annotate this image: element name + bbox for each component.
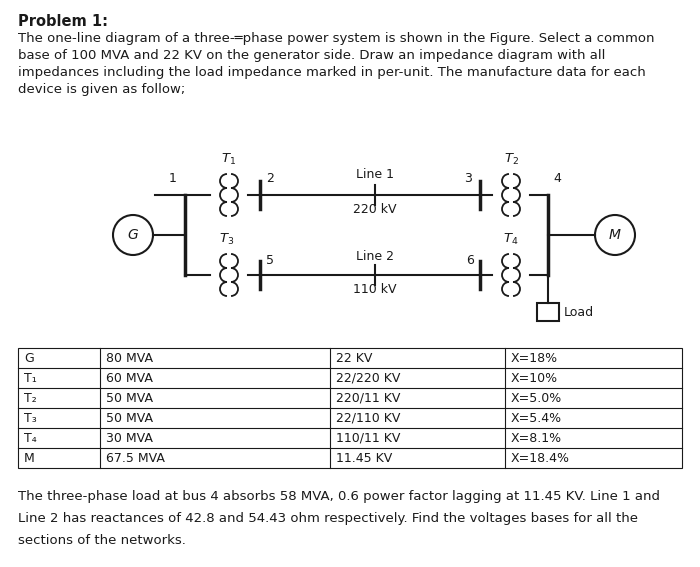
Text: 22/220 KV: 22/220 KV [336,371,400,384]
Text: 3: 3 [464,172,472,185]
Text: The three-phase load at bus 4 absorbs 58 MVA, 0.6 power factor lagging at 11.45 : The three-phase load at bus 4 absorbs 58… [18,490,660,503]
Text: Line 2 has reactances of 42.8 and 54.43 ohm respectively. Find the voltages base: Line 2 has reactances of 42.8 and 54.43 … [18,512,638,525]
Text: Load: Load [564,306,594,319]
Text: 220 kV: 220 kV [354,203,397,216]
Text: Line 1: Line 1 [356,168,394,181]
Text: X=10%: X=10% [511,371,558,384]
Text: $T_4$: $T_4$ [503,232,519,247]
Text: sections of the networks.: sections of the networks. [18,534,186,547]
Text: 22 KV: 22 KV [336,352,372,365]
Bar [537,303,559,321]
Text: X=8.1%: X=8.1% [511,431,562,445]
Bar [18,348,682,468]
Text: 60 MVA: 60 MVA [106,371,153,384]
Text: T₁: T₁ [24,371,36,384]
Text: base of 100 MVA and 22 KV on the generator side. Draw an impedance diagram with : base of 100 MVA and 22 KV on the generat… [18,49,606,62]
Text: 67.5 MVA: 67.5 MVA [106,451,165,464]
Text: 220/11 KV: 220/11 KV [336,391,400,404]
Text: $T_2$: $T_2$ [503,152,519,167]
Text: 6: 6 [466,254,474,267]
Text: M: M [24,451,35,464]
Text: 1: 1 [169,172,177,185]
Text: 80 MVA: 80 MVA [106,352,153,365]
Text: X=18.4%: X=18.4% [511,451,570,464]
Text: 50 MVA: 50 MVA [106,391,153,404]
Text: G: G [24,352,34,365]
Text: X=5.4%: X=5.4% [511,412,562,425]
Text: 30 MVA: 30 MVA [106,431,153,445]
Text: 110/11 KV: 110/11 KV [336,431,400,445]
Text: 50 MVA: 50 MVA [106,412,153,425]
Text: Line 2: Line 2 [356,250,394,263]
Text: 4: 4 [553,172,561,185]
Text: M: M [609,228,621,242]
Text: The one-line diagram of a three-═phase power system is shown in the Figure. Sele: The one-line diagram of a three-═phase p… [18,32,655,45]
Text: device is given as follow;: device is given as follow; [18,83,186,96]
Text: X=18%: X=18% [511,352,558,365]
Text: X=5.0%: X=5.0% [511,391,562,404]
Text: impedances including the load impedance marked in per-unit. The manufacture data: impedances including the load impedance … [18,66,645,79]
Text: G: G [127,228,139,242]
Text: T₃: T₃ [24,412,36,425]
Text: 11.45 KV: 11.45 KV [336,451,392,464]
Text: 22/110 KV: 22/110 KV [336,412,400,425]
Text: 110 kV: 110 kV [354,283,397,296]
Text: 2: 2 [266,172,274,185]
Text: Problem 1:: Problem 1: [18,14,108,29]
Text: T₂: T₂ [24,391,36,404]
Text: T₄: T₄ [24,431,36,445]
Text: $T_1$: $T_1$ [221,152,237,167]
Text: $T_3$: $T_3$ [219,232,234,247]
Text: 5: 5 [266,254,274,267]
